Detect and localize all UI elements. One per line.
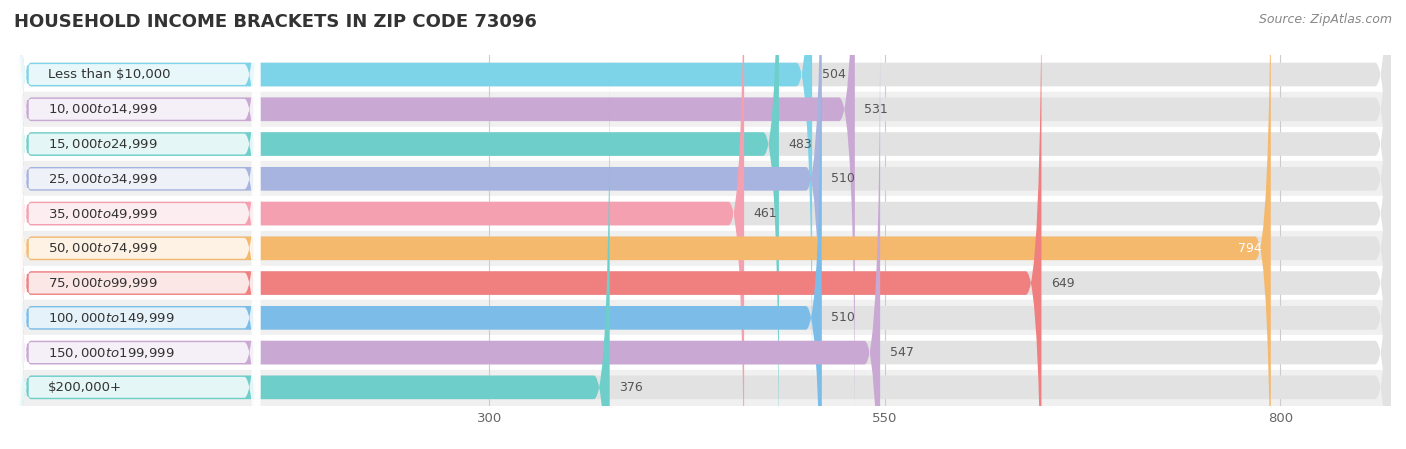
FancyBboxPatch shape (15, 17, 1391, 449)
FancyBboxPatch shape (15, 0, 260, 449)
Bar (15, 335, 1391, 370)
Bar (15, 266, 1391, 300)
Bar (15, 162, 1391, 196)
FancyBboxPatch shape (15, 0, 1391, 449)
Text: 649: 649 (1050, 277, 1074, 290)
FancyBboxPatch shape (15, 15, 260, 449)
FancyBboxPatch shape (15, 0, 1271, 449)
Bar (15, 92, 1391, 127)
FancyBboxPatch shape (15, 0, 260, 449)
FancyBboxPatch shape (15, 0, 260, 449)
Text: 504: 504 (821, 68, 845, 81)
Text: 531: 531 (865, 103, 889, 116)
FancyBboxPatch shape (15, 0, 260, 412)
FancyBboxPatch shape (15, 0, 1391, 449)
FancyBboxPatch shape (15, 0, 1391, 410)
Bar (15, 231, 1391, 266)
Text: $200,000+: $200,000+ (48, 381, 122, 394)
FancyBboxPatch shape (15, 52, 610, 449)
FancyBboxPatch shape (15, 0, 1391, 445)
Text: $100,000 to $149,999: $100,000 to $149,999 (48, 311, 174, 325)
Text: 461: 461 (754, 207, 778, 220)
FancyBboxPatch shape (15, 0, 260, 449)
FancyBboxPatch shape (15, 50, 260, 449)
FancyBboxPatch shape (15, 0, 260, 449)
FancyBboxPatch shape (15, 0, 779, 449)
Bar (15, 57, 1391, 92)
Text: $75,000 to $99,999: $75,000 to $99,999 (48, 276, 157, 290)
FancyBboxPatch shape (15, 52, 1391, 449)
FancyBboxPatch shape (15, 0, 1391, 449)
Text: 547: 547 (890, 346, 914, 359)
FancyBboxPatch shape (15, 17, 880, 449)
FancyBboxPatch shape (15, 0, 1391, 449)
Text: $50,000 to $74,999: $50,000 to $74,999 (48, 241, 157, 255)
FancyBboxPatch shape (15, 0, 1391, 449)
Text: $25,000 to $34,999: $25,000 to $34,999 (48, 172, 157, 186)
FancyBboxPatch shape (15, 0, 260, 446)
Text: $15,000 to $24,999: $15,000 to $24,999 (48, 137, 157, 151)
Bar (15, 370, 1391, 405)
FancyBboxPatch shape (15, 0, 821, 449)
Text: Less than $10,000: Less than $10,000 (48, 68, 170, 81)
FancyBboxPatch shape (15, 0, 855, 445)
Bar (15, 300, 1391, 335)
Bar (15, 196, 1391, 231)
Text: 794: 794 (1237, 242, 1261, 255)
FancyBboxPatch shape (15, 0, 821, 449)
FancyBboxPatch shape (15, 0, 813, 410)
FancyBboxPatch shape (15, 0, 260, 449)
Text: 510: 510 (831, 311, 855, 324)
Text: 376: 376 (619, 381, 643, 394)
Text: 510: 510 (831, 172, 855, 185)
Text: HOUSEHOLD INCOME BRACKETS IN ZIP CODE 73096: HOUSEHOLD INCOME BRACKETS IN ZIP CODE 73… (14, 13, 537, 31)
FancyBboxPatch shape (15, 0, 1042, 449)
Text: 483: 483 (789, 137, 813, 150)
Bar (15, 127, 1391, 162)
Text: $10,000 to $14,999: $10,000 to $14,999 (48, 102, 157, 116)
Text: Source: ZipAtlas.com: Source: ZipAtlas.com (1258, 13, 1392, 26)
FancyBboxPatch shape (15, 0, 1391, 449)
FancyBboxPatch shape (15, 0, 744, 449)
Text: $150,000 to $199,999: $150,000 to $199,999 (48, 346, 174, 360)
Text: $35,000 to $49,999: $35,000 to $49,999 (48, 207, 157, 220)
